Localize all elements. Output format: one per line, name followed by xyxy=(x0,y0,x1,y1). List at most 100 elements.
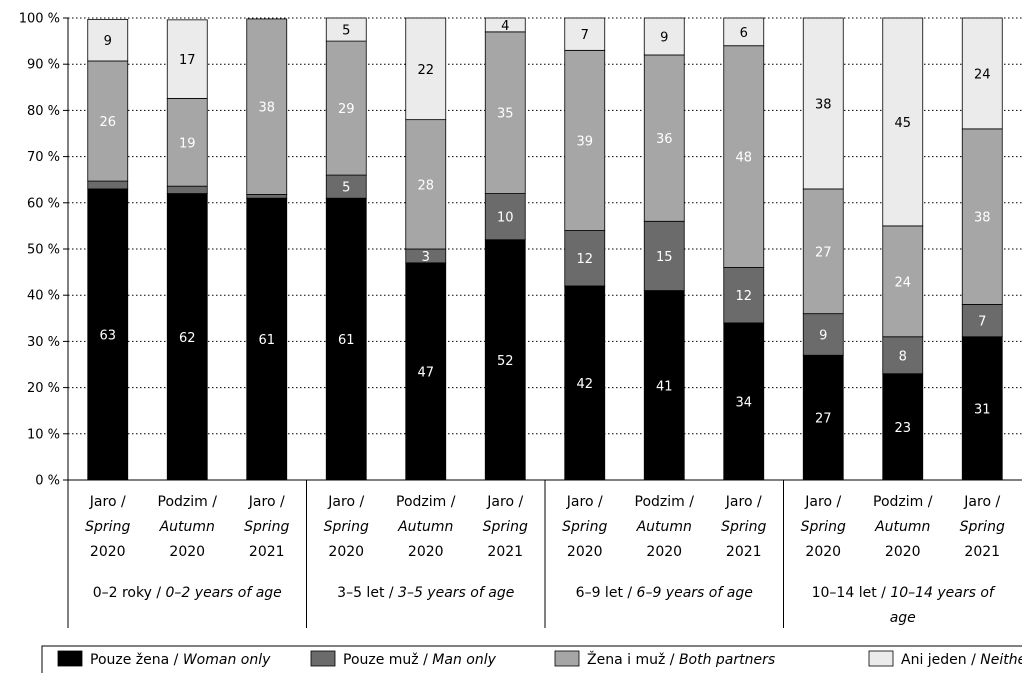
legend-label: Ani jeden / Neither partner xyxy=(901,652,1022,668)
y-tick-label: 100 % xyxy=(19,12,60,27)
bar-segment xyxy=(484,193,526,241)
category-label: 2020 xyxy=(328,544,364,560)
data-label: 8 xyxy=(899,349,907,364)
bar-segment xyxy=(882,225,924,338)
y-axis: 0 % 10 % 20 % 30 % 40 % 50 % 60 % 70 % 80 % 90 % 1… xyxy=(19,12,1022,628)
bar-stack: 63 26 9 xyxy=(87,18,129,481)
data-label: 63 xyxy=(99,328,116,343)
category-label: Jaro / xyxy=(725,494,762,510)
bar-segment xyxy=(87,188,129,481)
data-label: 19 xyxy=(179,136,196,151)
bar-segment xyxy=(325,17,367,42)
category-label: 2021 xyxy=(726,544,762,560)
category-label: Jaro / xyxy=(327,494,364,510)
data-label: 28 xyxy=(417,178,434,193)
data-label: 6 xyxy=(740,26,748,41)
y-tick-label: 80 % xyxy=(27,104,60,119)
bar-stack: 47 3 28 22 xyxy=(405,17,447,481)
data-label: 7 xyxy=(581,28,589,43)
bar-segment xyxy=(87,60,129,182)
bar-segment xyxy=(802,354,844,481)
bar-segment xyxy=(87,180,129,190)
data-label: 27 xyxy=(815,245,832,260)
data-label: 38 xyxy=(974,211,991,226)
data-label: 22 xyxy=(417,63,434,78)
data-label: 9 xyxy=(104,34,112,49)
category-label: Jaro / xyxy=(248,494,285,510)
data-label: 48 xyxy=(735,151,752,166)
category-label: 2020 xyxy=(885,544,921,560)
bar-segment xyxy=(802,313,844,356)
data-label: 29 xyxy=(338,102,355,117)
data-label: 38 xyxy=(258,101,275,116)
category-label: Autumn xyxy=(159,519,215,535)
y-tick-label: 40 % xyxy=(27,289,60,304)
bar-segment xyxy=(325,40,367,176)
data-label: 5 xyxy=(342,181,350,196)
bar-segment xyxy=(405,119,447,250)
data-label: 10 xyxy=(497,211,514,226)
data-label: 4 xyxy=(501,19,509,34)
bar-segment xyxy=(564,285,606,481)
category-label: Podzim / xyxy=(396,494,456,510)
data-label: 42 xyxy=(576,377,593,392)
bar-segment xyxy=(723,322,765,481)
category-label: 2020 xyxy=(90,544,126,560)
data-label: 15 xyxy=(656,250,673,265)
category-label: Jaro / xyxy=(89,494,126,510)
bar-segment xyxy=(246,197,288,481)
data-label: 24 xyxy=(974,67,991,82)
bar-stack: 52 10 35 4 xyxy=(484,17,526,481)
category-label: Spring xyxy=(244,519,289,535)
bar-segment xyxy=(166,97,208,187)
category-label: Jaro / xyxy=(963,494,1000,510)
bar-segment xyxy=(723,267,765,324)
bar-segment xyxy=(961,128,1003,305)
bar-stack: 62 19 17 xyxy=(166,19,208,481)
group-label: 10–14 let / 10–14 years of xyxy=(812,585,996,601)
legend-swatch xyxy=(57,650,83,667)
legend: Pouze žena / Woman only Pouze muž / Man o… xyxy=(41,645,1022,673)
data-label: 7 xyxy=(978,315,986,330)
category-label: Jaro / xyxy=(804,494,841,510)
legend-label: Žena i muž / Both partners xyxy=(587,650,775,668)
bar-segment xyxy=(802,17,844,190)
bar-segment xyxy=(723,45,765,268)
category-label: Autumn xyxy=(397,519,453,535)
legend-frame xyxy=(41,645,1022,673)
bar-segment xyxy=(643,17,685,56)
bar-stack: 23 8 24 45 xyxy=(882,17,924,481)
category-label: Jaro / xyxy=(566,494,603,510)
data-label: 39 xyxy=(576,134,593,149)
data-label: 61 xyxy=(258,333,275,348)
data-label: 36 xyxy=(656,132,673,147)
bar-segment xyxy=(961,336,1003,481)
legend-label: Pouze muž / Man only xyxy=(343,652,497,668)
data-label: 26 xyxy=(99,115,116,130)
bar-segment xyxy=(723,17,765,47)
data-label: 5 xyxy=(342,24,350,39)
data-label: 23 xyxy=(894,421,911,436)
data-label: 34 xyxy=(735,395,752,410)
category-label: Autumn xyxy=(636,519,692,535)
bar-segment xyxy=(961,17,1003,130)
group-label: age xyxy=(890,610,916,626)
bar-segment xyxy=(325,197,367,481)
data-label: 9 xyxy=(660,30,668,45)
bar-stack: 41 15 36 9 xyxy=(643,17,685,481)
group-label: 6–9 let / 6–9 years of age xyxy=(576,585,753,601)
group-label: 0–2 roky / 0–2 years of age xyxy=(93,585,282,601)
data-label: 12 xyxy=(576,252,593,267)
category-label: Spring xyxy=(483,519,528,535)
category-label: Spring xyxy=(562,519,607,535)
bar-stack: 27 9 27 38 xyxy=(802,17,844,481)
legend-swatch xyxy=(868,650,894,667)
bar-segment xyxy=(166,193,208,481)
category-label: 2020 xyxy=(646,544,682,560)
bar-segment xyxy=(564,49,606,231)
bar-segment xyxy=(405,17,447,121)
category-label: Podzim / xyxy=(873,494,933,510)
x-category-labels: Jaro / Spring 2020 Podzim / Autumn 2020 Jaro /… xyxy=(85,494,1005,560)
data-label: 12 xyxy=(735,289,752,304)
